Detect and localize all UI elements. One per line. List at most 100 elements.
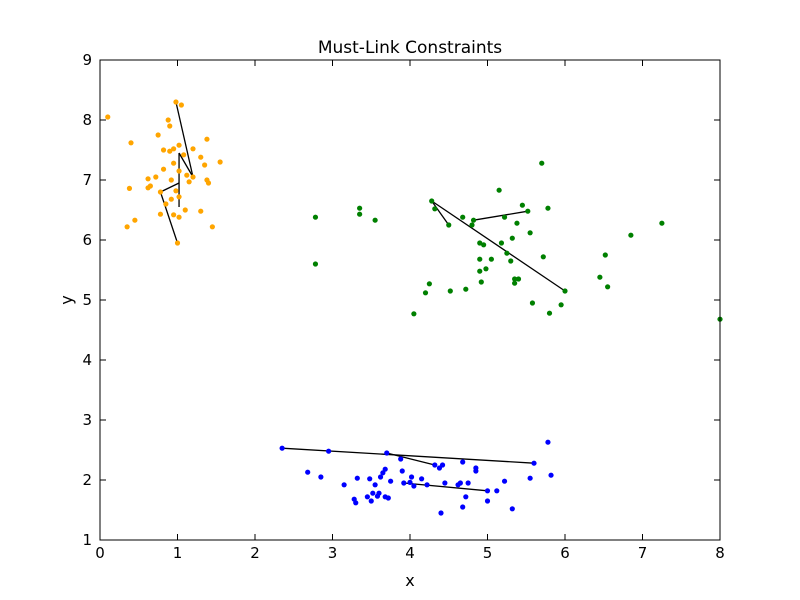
constraint-line-1 [175,101,194,178]
data-point [364,494,370,500]
data-point [312,214,319,220]
data-point [447,288,453,294]
points-layer [105,99,723,516]
data-point [367,476,373,482]
data-point [438,510,444,516]
constraint-line-10 [386,452,435,466]
x-tick-label: 5 [483,544,493,562]
data-point [597,274,603,280]
data-point [457,480,463,486]
x-tick-label: 0 [95,544,105,562]
data-point [498,240,505,246]
data-point [377,474,384,480]
data-point [353,500,359,506]
data-point [132,217,138,223]
data-point [527,230,533,236]
data-point [176,142,182,148]
data-point [318,474,324,480]
data-point [368,498,374,504]
data-point [527,475,533,481]
data-point [628,232,634,238]
data-point [176,214,182,220]
data-point [145,176,151,182]
constraint-line-11 [403,482,488,492]
x-tick-label: 1 [173,544,183,562]
y-tick-label: 1 [82,531,92,549]
data-point [514,220,520,226]
constraint-line-5 [159,191,179,244]
data-point [496,187,502,193]
data-point [145,185,151,191]
data-point [426,281,432,287]
data-point [178,102,184,108]
data-point [429,198,435,204]
y-tick-label: 4 [82,351,92,369]
data-point [424,482,430,488]
x-tick-label: 3 [328,544,338,562]
data-point [174,240,181,246]
constraint-line-7 [431,200,450,226]
data-point [463,286,469,292]
data-point [442,480,448,486]
data-point [157,211,164,217]
data-point [399,468,405,474]
data-point [181,152,187,158]
data-point [401,480,407,486]
data-point [372,217,378,223]
data-point [176,194,182,200]
data-point [509,235,515,241]
data-point [602,252,608,258]
data-point [357,211,363,217]
data-point [539,160,545,166]
data-point [173,99,179,105]
chart-title: Must-Link Constraints [318,38,502,58]
data-point [124,224,130,230]
data-point [501,478,508,484]
data-point [473,465,479,471]
data-point [463,494,469,500]
data-point [504,250,510,256]
data-point [182,207,188,213]
data-point [512,276,518,282]
data-point [173,188,179,194]
y-tick-label: 9 [82,51,92,69]
data-point [126,185,133,191]
constraints-layer [159,101,566,492]
data-point [326,448,332,454]
data-point [481,242,487,248]
data-point [217,159,223,165]
data-point [469,222,475,228]
data-point [157,189,164,195]
x-tick-label: 7 [638,544,648,562]
data-point [484,498,491,504]
data-point [198,208,204,214]
data-point [605,284,611,290]
constraint-line-2 [178,152,194,178]
x-tick-label: 2 [250,544,260,562]
data-point [163,201,169,207]
data-point [540,254,546,260]
data-point [546,310,553,316]
data-point [548,472,554,478]
data-point [460,459,466,465]
data-point [439,462,446,468]
data-point [184,172,190,178]
data-point [419,476,425,482]
data-point [155,132,161,138]
x-tick-label: 8 [715,544,725,562]
data-point [312,261,319,267]
data-point [545,205,551,211]
data-point [354,475,360,481]
constraint-line-6 [431,200,566,292]
y-tick-label: 2 [82,471,92,489]
data-point [408,474,415,480]
data-point [446,222,452,228]
data-point [558,302,564,308]
data-point [460,214,466,220]
data-point [376,490,382,496]
data-point [128,140,134,146]
data-point [494,488,500,494]
data-point [659,220,665,226]
